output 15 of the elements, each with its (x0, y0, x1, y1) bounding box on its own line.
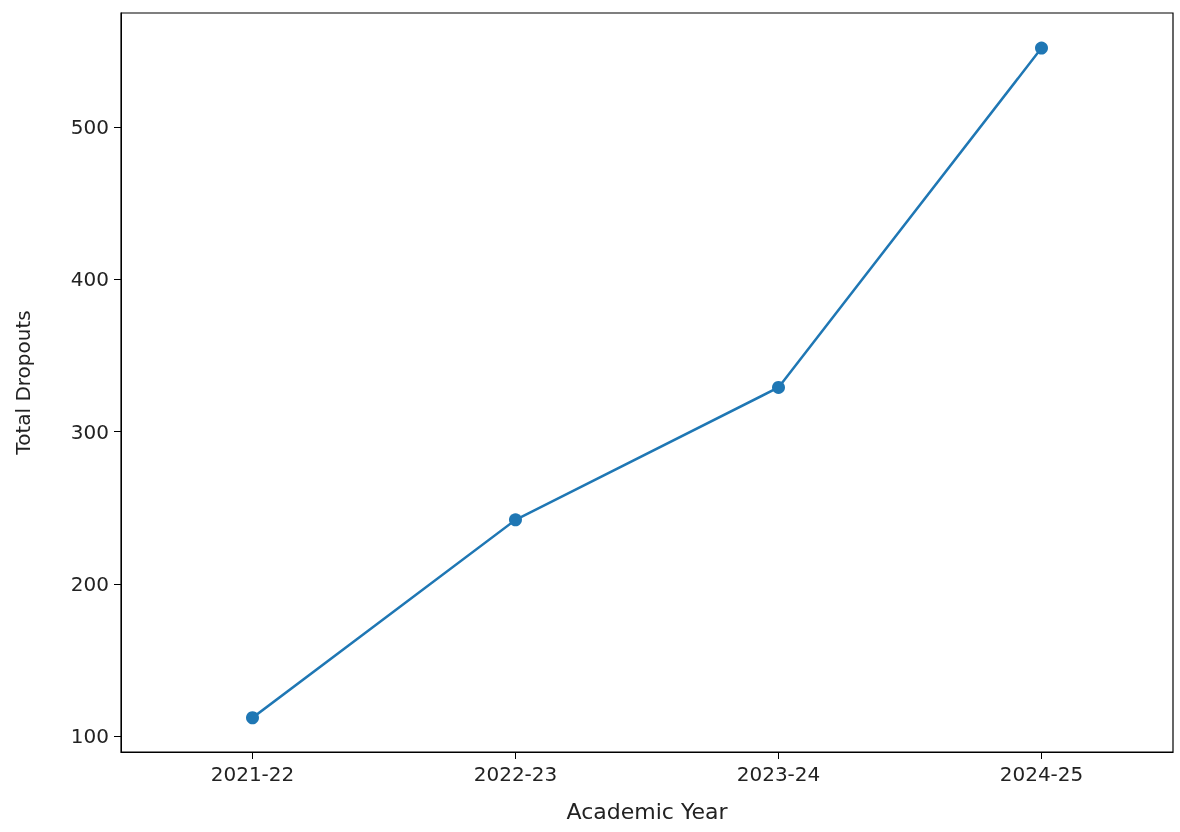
y-tick-label: 300 (70, 419, 109, 444)
y-axis-title: Total Dropouts (11, 310, 35, 456)
point (509, 513, 522, 527)
y-tick-label: 400 (70, 267, 109, 292)
x-tick-label: 2021-22 (210, 762, 295, 786)
x-tick-label: 2022-23 (473, 762, 558, 786)
point (246, 711, 259, 725)
point (1035, 41, 1048, 55)
x-tick-label: 2023-24 (736, 762, 821, 786)
y-tick-label: 100 (70, 724, 109, 749)
x-tick-label: 2024-25 (999, 762, 1084, 786)
y-tick-label: 200 (70, 571, 109, 596)
y-tick-label: 500 (70, 115, 109, 140)
x-axis-title: Academic Year (566, 798, 729, 824)
point (772, 380, 785, 394)
